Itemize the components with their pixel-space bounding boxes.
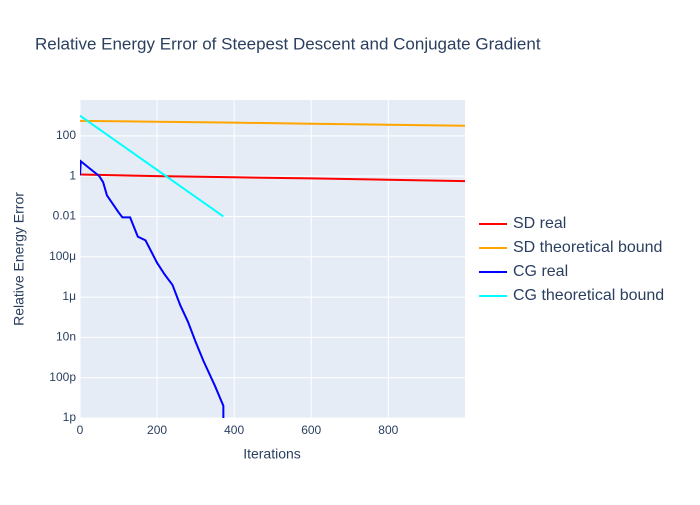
data-line (80, 173, 465, 183)
y-axis-title: Relative Energy Error (11, 192, 27, 326)
x-tick-label: 400 (224, 423, 244, 437)
legend-label: CG real (513, 263, 568, 280)
data-line (80, 159, 225, 418)
data-line (80, 119, 465, 127)
chart-title: Relative Energy Error of Steepest Descen… (35, 34, 541, 53)
y-tick-label: 10n (56, 330, 76, 344)
y-tick-label: 100μ (49, 249, 76, 263)
y-tick-label: 0.01 (53, 209, 77, 223)
x-tick-label: 0 (77, 423, 84, 437)
y-tick-label: 1 (69, 168, 76, 182)
x-axis-title: Iterations (243, 446, 301, 462)
legend-label: SD theoretical bound (513, 239, 662, 256)
x-tick-label: 600 (301, 423, 321, 437)
plot-area (80, 100, 465, 418)
y-tick-label: 100p (49, 370, 76, 384)
x-tick-label: 800 (378, 423, 398, 437)
data-line (80, 114, 224, 218)
y-tick-label: 1p (63, 410, 77, 424)
y-tick-label: 100 (56, 128, 76, 142)
legend-label: CG theoretical bound (513, 287, 664, 304)
legend-label: SD real (513, 215, 566, 232)
x-tick-label: 200 (147, 423, 167, 437)
y-tick-label: 1μ (62, 289, 76, 303)
